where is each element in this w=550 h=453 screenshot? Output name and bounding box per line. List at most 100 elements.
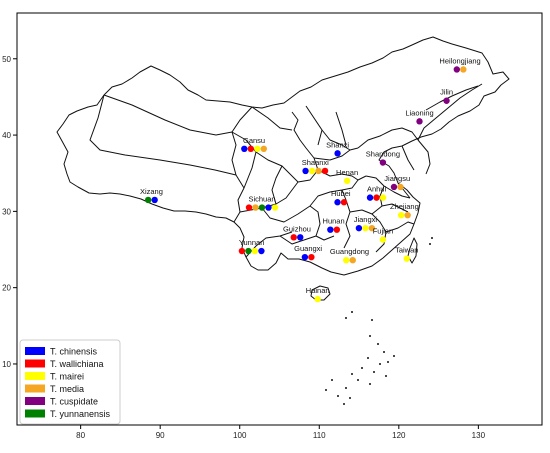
marker-t-cuspidate xyxy=(453,66,461,73)
legend-swatch xyxy=(25,384,45,393)
marker-t-media xyxy=(349,257,356,264)
province-line xyxy=(291,111,319,183)
location-label: Sichuan xyxy=(248,195,275,204)
marker-t-media xyxy=(368,224,376,232)
marker-t-chinensis xyxy=(241,145,248,153)
marker-t-mairei xyxy=(379,194,387,201)
location-label: Zhejiang xyxy=(390,202,419,211)
province-line xyxy=(309,205,321,237)
island-dot xyxy=(331,379,333,381)
hainan-island xyxy=(310,285,331,301)
location-label: Shanxi xyxy=(326,140,349,149)
location-label: Henan xyxy=(336,168,358,177)
marker-t-wallichiana xyxy=(245,204,253,211)
marker-t-media xyxy=(460,66,467,73)
location-label: Xizang xyxy=(140,187,163,196)
marker-t-chinensis xyxy=(301,253,309,261)
marker-t-yunnanensis xyxy=(144,196,152,204)
province-line xyxy=(279,235,335,245)
marker-t-mairei xyxy=(343,257,350,264)
location-label: Taiwan xyxy=(395,246,418,255)
location-label: Hubei xyxy=(331,189,351,198)
province-line xyxy=(417,139,431,175)
province-line xyxy=(371,203,409,215)
province-line xyxy=(425,85,479,111)
island-dot xyxy=(351,373,353,375)
location-label: Shandong xyxy=(366,150,400,159)
marker-t-mairei xyxy=(379,236,387,243)
marker-t-cuspidate xyxy=(416,118,423,125)
axis-ticks: 80 90 100 110 120 130 10 20 30 40 50 xyxy=(2,55,485,440)
legend-label: T. cuspidate xyxy=(50,397,98,407)
marker-t-cuspidate xyxy=(379,159,387,166)
legend-items: T. chinensis T. wallichiana T. mairei T. me… xyxy=(25,347,111,419)
marker-t-mairei xyxy=(314,295,321,303)
province-boundaries xyxy=(89,83,483,258)
location-label: Shaanxi xyxy=(302,158,329,167)
marker-t-wallichiana xyxy=(373,194,380,201)
location-label: Fujian xyxy=(373,227,393,236)
marker-t-mairei xyxy=(254,145,261,153)
location-label: Gansu xyxy=(243,136,265,145)
y-tick-label: 40 xyxy=(2,131,11,140)
province-line xyxy=(243,151,257,189)
legend-swatch xyxy=(25,372,45,380)
islands xyxy=(310,237,433,405)
location-label: Hunan xyxy=(323,217,345,226)
island-dot xyxy=(345,317,347,319)
marker-t-cuspidate xyxy=(443,97,450,104)
province-line xyxy=(401,145,415,171)
marker-t-mairei xyxy=(308,167,316,175)
y-tick-label: 20 xyxy=(2,284,11,293)
legend-label: T. chinensis xyxy=(50,347,98,357)
legend: T. chinensis T. wallichiana T. mairei T. me… xyxy=(19,339,121,425)
province-line xyxy=(385,221,415,233)
province-line xyxy=(417,83,483,141)
island-dot xyxy=(377,343,379,345)
marker-t-cuspidate xyxy=(390,183,398,191)
province-line xyxy=(233,174,245,223)
island-dot xyxy=(345,387,347,389)
marker-t-chinensis xyxy=(151,196,158,204)
location-label: Guizhou xyxy=(283,224,311,233)
legend-swatch xyxy=(25,347,45,355)
location-label: Liaoning xyxy=(405,108,433,117)
x-tick-label: 100 xyxy=(233,431,247,440)
marker-t-chinensis xyxy=(302,167,309,175)
marker-t-mairei xyxy=(397,211,405,219)
location-label: Jiangsu xyxy=(384,174,410,183)
island-dot xyxy=(387,361,389,363)
marker-t-chinensis xyxy=(334,150,341,157)
marker-t-media xyxy=(397,183,404,191)
marker-t-wallichiana xyxy=(238,247,246,255)
marker-t-mairei xyxy=(251,247,259,255)
marker-t-wallichiana xyxy=(308,253,315,261)
marker-t-mairei xyxy=(271,204,279,211)
island-dot xyxy=(343,403,345,405)
island-dot xyxy=(357,379,359,381)
species-markers xyxy=(144,66,467,303)
x-tick-label: 120 xyxy=(392,431,406,440)
china-outline xyxy=(56,36,510,276)
marker-t-mairei xyxy=(403,255,410,262)
marker-t-media xyxy=(404,211,411,219)
island-dot xyxy=(431,237,433,239)
location-labels: Heilongjiang Jilin Liaoning Gansu Shanxi Shan… xyxy=(140,56,481,295)
island-dot xyxy=(393,355,395,357)
x-tick-label: 110 xyxy=(313,431,326,440)
province-line xyxy=(317,169,359,181)
marker-t-media xyxy=(252,204,259,211)
location-label: Hainan xyxy=(306,286,330,295)
province-line xyxy=(261,205,311,223)
location-label: Anhui xyxy=(367,185,387,194)
province-line xyxy=(271,165,283,205)
island-dot xyxy=(325,389,327,391)
y-tick-label: 30 xyxy=(2,207,11,216)
marker-t-chinensis xyxy=(297,234,304,241)
legend-label: T. wallichiana xyxy=(50,359,104,369)
marker-t-mairei xyxy=(343,177,351,185)
island-dot xyxy=(337,395,339,397)
marker-t-chinensis xyxy=(355,224,363,232)
